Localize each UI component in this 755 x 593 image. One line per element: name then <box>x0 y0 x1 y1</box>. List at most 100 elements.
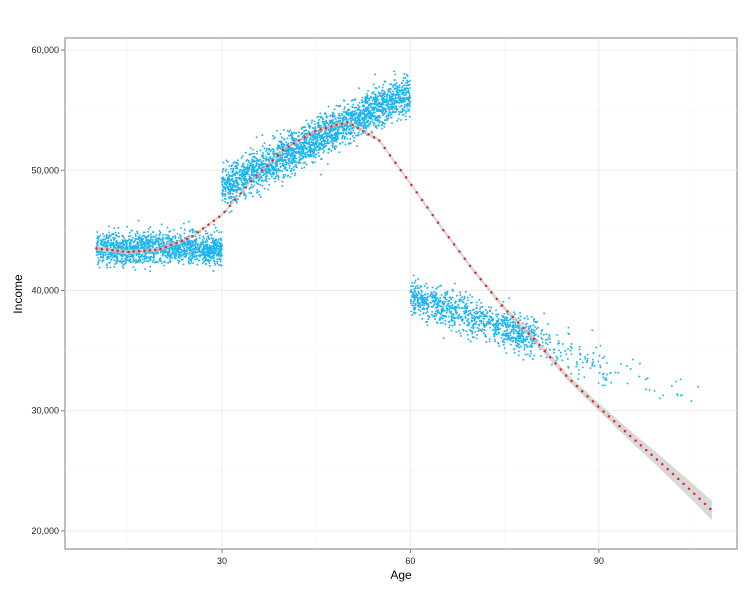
data-point <box>331 138 333 141</box>
data-point <box>386 95 388 98</box>
data-point <box>251 160 254 163</box>
data-point <box>425 298 428 301</box>
data-point <box>159 243 162 246</box>
data-point <box>400 104 403 107</box>
data-point <box>207 236 210 239</box>
data-point <box>475 316 478 318</box>
data-point <box>316 135 319 138</box>
data-point <box>202 245 205 248</box>
data-point <box>232 167 235 170</box>
data-point <box>386 118 389 121</box>
data-point <box>494 322 497 325</box>
data-point <box>113 265 116 268</box>
data-point <box>111 256 114 259</box>
data-point <box>193 240 195 243</box>
data-point <box>353 136 356 139</box>
data-point <box>204 232 207 235</box>
data-point <box>155 251 158 254</box>
data-point <box>509 318 512 321</box>
data-point <box>591 364 594 366</box>
data-point <box>251 195 254 198</box>
data-point <box>206 259 209 262</box>
data-point <box>293 161 296 164</box>
data-point <box>520 339 523 342</box>
data-point <box>363 110 366 113</box>
data-point <box>108 236 111 238</box>
data-point <box>489 310 492 313</box>
data-point <box>484 335 487 338</box>
data-point <box>356 108 359 111</box>
data-point <box>469 293 472 296</box>
data-point <box>280 143 283 146</box>
data-point <box>530 331 533 334</box>
data-point <box>320 116 323 119</box>
data-point <box>118 246 121 249</box>
data-point <box>327 123 330 126</box>
data-point <box>335 145 338 148</box>
data-point <box>527 341 530 344</box>
data-point <box>193 253 196 256</box>
data-point <box>317 115 320 118</box>
data-point <box>368 99 371 102</box>
data-point <box>115 244 118 247</box>
data-point <box>215 238 218 241</box>
data-point <box>97 261 100 264</box>
data-point <box>241 174 244 177</box>
data-point <box>295 166 298 169</box>
data-point <box>316 122 319 125</box>
data-point <box>208 237 211 240</box>
data-point <box>489 322 492 325</box>
data-point <box>381 97 384 100</box>
data-point <box>220 231 223 233</box>
data-point <box>262 173 265 176</box>
data-point <box>333 108 336 111</box>
data-point <box>149 270 152 273</box>
data-point <box>124 239 127 241</box>
data-point <box>509 343 512 346</box>
data-point <box>323 149 326 152</box>
data-point <box>319 136 322 139</box>
data-point <box>453 323 456 326</box>
data-point <box>365 101 368 104</box>
data-point <box>284 159 287 162</box>
data-point <box>208 264 211 267</box>
data-point <box>510 330 513 333</box>
data-point <box>405 97 408 100</box>
data-point <box>577 373 580 376</box>
data-point <box>354 98 357 101</box>
data-point <box>401 107 404 110</box>
data-point <box>337 119 340 122</box>
data-point <box>311 160 314 163</box>
data-point <box>589 367 592 370</box>
data-point <box>113 254 116 257</box>
data-point <box>227 188 230 191</box>
data-point <box>374 73 376 76</box>
data-point <box>349 115 352 118</box>
data-point <box>404 89 407 92</box>
data-point <box>145 257 148 260</box>
data-point <box>597 360 600 363</box>
data-point <box>466 314 469 317</box>
data-point <box>210 245 213 248</box>
data-point <box>298 131 300 134</box>
data-point <box>134 261 137 264</box>
data-point <box>371 92 374 95</box>
data-point <box>244 197 247 200</box>
data-point <box>489 320 491 323</box>
data-point <box>524 353 527 356</box>
data-point <box>304 141 306 144</box>
data-point <box>221 180 224 183</box>
data-point <box>482 320 485 323</box>
data-point <box>374 103 377 105</box>
data-point <box>482 317 485 320</box>
data-point <box>204 259 207 262</box>
data-point <box>271 162 274 165</box>
data-point <box>516 342 519 345</box>
data-point <box>313 123 316 126</box>
data-point <box>324 132 327 135</box>
data-point <box>167 262 169 264</box>
data-point <box>285 141 288 144</box>
data-point <box>154 243 157 245</box>
data-point <box>136 241 139 243</box>
data-point <box>152 251 155 254</box>
